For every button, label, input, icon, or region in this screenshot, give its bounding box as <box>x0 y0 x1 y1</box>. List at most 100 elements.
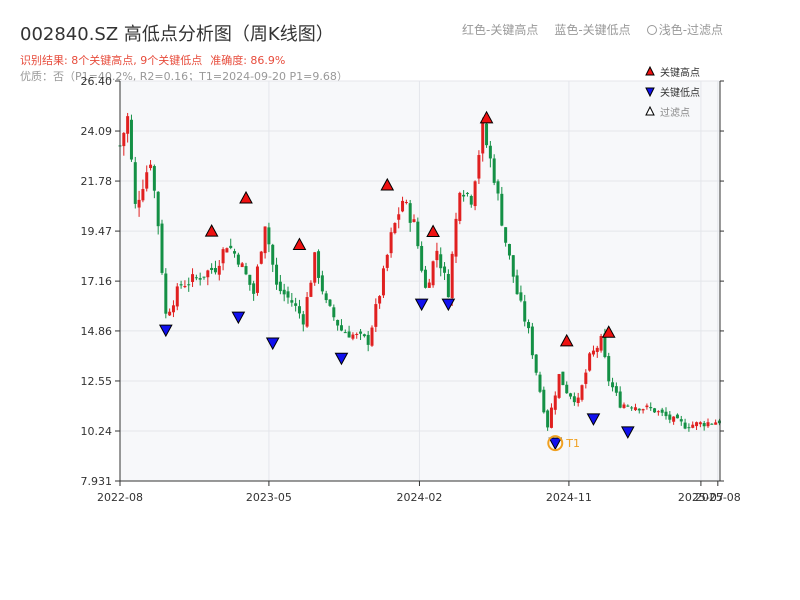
candle-body <box>420 245 424 271</box>
candle-body <box>588 353 592 371</box>
y-tick-label: 14.86 <box>81 325 113 338</box>
candle-body <box>374 304 378 327</box>
candle-body <box>431 261 435 286</box>
y-tick-label: 21.78 <box>81 175 113 188</box>
candle-body <box>381 268 385 296</box>
y-tick-label: 12.55 <box>81 375 113 388</box>
color-key-filtered-label: 浅色-过滤点 <box>658 23 724 37</box>
candle-body <box>679 419 683 422</box>
candle-body <box>213 268 217 273</box>
candle-body <box>614 386 618 393</box>
candle-body <box>168 311 172 316</box>
candle-body <box>152 166 156 191</box>
candle-body <box>454 218 458 257</box>
candle-body <box>366 334 370 345</box>
candle-body <box>515 275 519 295</box>
chart-title: 002840.SZ 高低点分析图（周K线图） <box>20 24 334 45</box>
candle-body <box>695 422 699 427</box>
candle-body <box>236 254 240 265</box>
candle-body <box>401 200 405 212</box>
key-high-marker <box>426 224 440 238</box>
key-low-marker <box>548 437 563 451</box>
candle-body <box>496 181 500 194</box>
triangle-up-icon <box>645 65 655 76</box>
candle-body <box>309 282 313 297</box>
candle-body <box>675 414 679 419</box>
candle-body <box>706 422 710 427</box>
key-low-marker <box>620 426 635 439</box>
candle-body <box>458 192 462 221</box>
candle-body <box>378 296 382 304</box>
candle-body <box>439 254 443 269</box>
y-tick-label: 17.16 <box>81 275 113 288</box>
candle-body <box>416 221 420 247</box>
y-tick-label: 7.931 <box>81 475 113 488</box>
candle-body <box>607 356 611 382</box>
candle-body <box>595 347 599 352</box>
candle-body <box>584 372 588 384</box>
candle-body <box>618 391 622 408</box>
candle-body <box>133 162 137 204</box>
candle-body <box>252 283 256 294</box>
key-high-marker <box>479 110 494 124</box>
candle-body <box>282 289 286 295</box>
candle-body <box>469 196 473 205</box>
candle-body <box>255 266 259 293</box>
candle-body <box>538 374 542 392</box>
candle-body <box>122 132 126 147</box>
x-tick-label: 2023-05 <box>246 491 292 504</box>
candle-body <box>534 354 538 373</box>
candle-body <box>221 249 225 264</box>
candle-body <box>149 164 153 169</box>
key-low-marker <box>586 413 601 426</box>
candle-body <box>217 265 221 275</box>
candle-body <box>683 422 687 429</box>
circle-icon <box>646 25 657 35</box>
candle-body <box>385 254 389 268</box>
candle-body <box>317 251 321 278</box>
candle-body <box>393 223 397 234</box>
candle-body <box>355 333 359 335</box>
candle-body <box>492 158 496 183</box>
candle-body <box>611 382 615 388</box>
candle-body <box>320 275 324 292</box>
candle-body <box>622 404 626 408</box>
candle-body <box>557 374 561 398</box>
candle-body <box>160 223 164 273</box>
candle-body <box>412 219 416 223</box>
candle-body <box>672 416 676 422</box>
key-point-markers: T1 <box>158 110 635 452</box>
candle-body <box>271 244 275 265</box>
x-tick-label: 2024-02 <box>396 491 442 504</box>
candle-body <box>427 282 431 288</box>
y-tick-label: 24.09 <box>81 125 113 138</box>
candle-body <box>698 422 702 425</box>
candle-body <box>370 327 374 346</box>
key-high-marker <box>292 237 307 251</box>
candle-body <box>633 407 637 411</box>
t1-marker <box>547 435 564 452</box>
candle-body <box>591 350 595 355</box>
key-high-marker <box>601 325 616 338</box>
candle-body <box>290 300 294 303</box>
candle-body <box>569 393 573 397</box>
legend-label: 关键低点 <box>660 86 700 99</box>
candle-body <box>485 123 489 146</box>
candle-body <box>542 389 546 413</box>
accuracy-text: 准确度: 86.9% <box>210 54 286 67</box>
candle-body <box>404 202 408 204</box>
candle-body <box>313 252 317 283</box>
candle-body <box>641 409 645 411</box>
candle-body <box>141 189 145 201</box>
candle-body <box>553 395 557 410</box>
candle-body <box>462 194 466 197</box>
candle-body <box>339 325 343 331</box>
candle-body <box>210 267 214 271</box>
quality-summary: 优质：否（P1=40.2%, R2=0.16；T1=2024-09-20 P1=… <box>20 70 348 83</box>
key-high-marker <box>204 224 219 237</box>
candle-body <box>446 273 450 298</box>
key-low-marker <box>158 324 173 338</box>
candle-body <box>649 407 653 409</box>
legend-label: 过滤点 <box>660 106 690 119</box>
